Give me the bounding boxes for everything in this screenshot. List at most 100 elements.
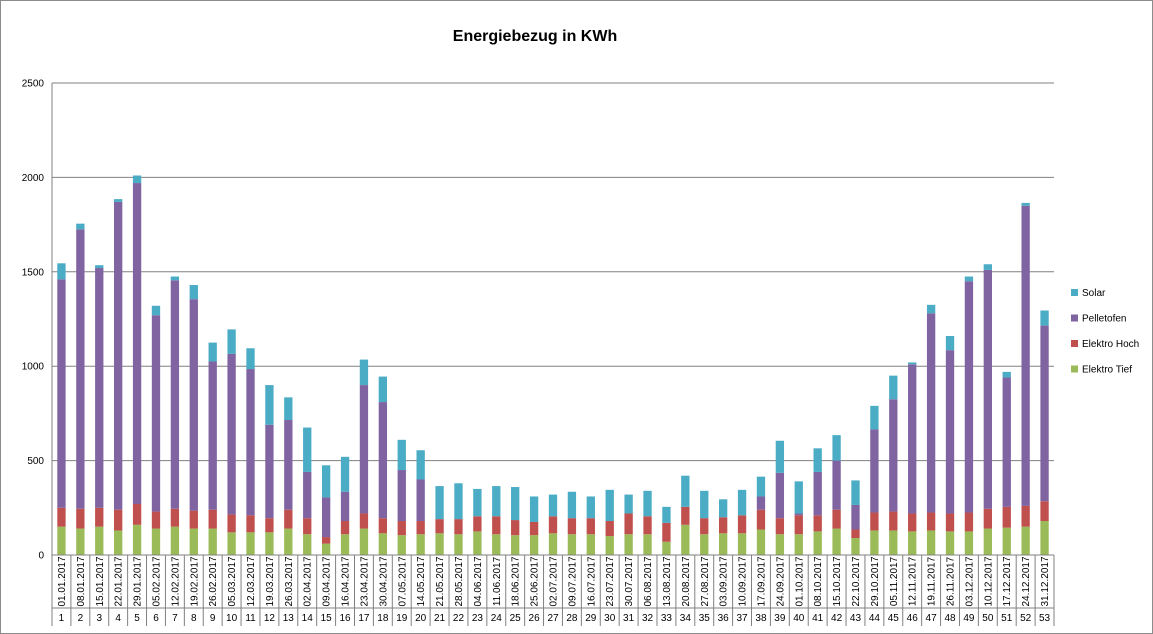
x-tick-label-week: 50 (982, 613, 994, 624)
bar-segment-elektro-hoch (435, 519, 444, 534)
bar-segment-solar (340, 456, 350, 492)
bar-segment-elektro-tief (321, 543, 331, 555)
x-tick-label-week: 52 (1020, 613, 1032, 624)
bar-segment-elektro-hoch (813, 515, 822, 532)
x-tick-label-week: 10 (226, 613, 238, 624)
x-tick-label-date: 17.12.2017 (1002, 556, 1013, 606)
x-tick-label-date: 05.11.2017 (889, 556, 900, 606)
bar-segment-elektro-hoch (586, 518, 595, 535)
bar-segment-solar (718, 499, 728, 518)
bar-segment-elektro-hoch (189, 510, 198, 529)
x-tick-label-week: 40 (793, 613, 805, 624)
x-tick-label-date: 09.04.2017 (322, 556, 333, 606)
bar-segment-elektro-hoch (945, 513, 955, 532)
legend-swatch (1071, 289, 1078, 296)
bar-segment-elektro-tief (889, 530, 898, 555)
x-tick-label-week: 20 (415, 613, 427, 624)
bar-segment-pelletofen (57, 279, 66, 508)
bar-segment-pelletofen (397, 470, 406, 522)
x-tick-label-date: 05.03.2017 (227, 556, 238, 606)
legend-label: Solar (1082, 288, 1106, 299)
x-tick-label-date: 14.05.2017 (416, 556, 427, 606)
bar-segment-elektro-tief (492, 534, 501, 555)
bar-segment-solar (775, 440, 785, 473)
x-tick-label-date: 08.10.2017 (813, 556, 824, 606)
x-tick-label-week: 3 (96, 613, 102, 624)
bar-segment-solar (870, 405, 879, 430)
x-tick-label-week: 1 (59, 613, 65, 624)
bar-segment-elektro-hoch (926, 512, 936, 531)
bar-segment-solar (208, 342, 217, 362)
x-tick-label-week: 22 (453, 613, 465, 624)
bar-segment-elektro-tief (359, 528, 369, 555)
bar-segment-elektro-tief (114, 530, 123, 555)
bar-segment-solar (435, 486, 444, 520)
x-tick-label-date: 02.04.2017 (303, 556, 314, 606)
x-tick-label-week: 35 (699, 613, 711, 624)
bar-segment-pelletofen (416, 479, 425, 522)
bar-segment-elektro-hoch (908, 513, 917, 532)
bar-segment-elektro-hoch (208, 509, 217, 529)
bar-segment-solar (548, 494, 558, 517)
x-tick-label-date: 28.05.2017 (454, 556, 465, 606)
bar-segment-pelletofen (832, 460, 841, 510)
bar-segment-solar (321, 465, 331, 498)
bars (57, 175, 1049, 555)
x-tick-label-week: 41 (812, 613, 824, 624)
bar-segment-solar (284, 397, 293, 421)
x-tick-label-week: 17 (358, 613, 370, 624)
x-tick-label-date: 12.02.2017 (170, 556, 181, 606)
x-tick-label-date: 12.11.2017 (908, 556, 919, 606)
bar-segment-elektro-hoch (700, 518, 709, 535)
bar-segment-solar (189, 285, 198, 300)
x-tick-label-date: 29.01.2017 (133, 556, 144, 606)
bar-segment-pelletofen (870, 429, 879, 513)
bar-segment-pelletofen (151, 315, 161, 512)
y-tick-label: 500 (27, 456, 44, 467)
bar-segment-elektro-tief (775, 534, 785, 555)
bar-segment-elektro-tief (529, 535, 539, 555)
legend-label: Elektro Hoch (1082, 339, 1139, 350)
x-tick-label-week: 33 (661, 613, 673, 624)
bar-segment-pelletofen (246, 369, 255, 516)
x-tick-label-date: 09.07.2017 (567, 556, 578, 606)
bar-segment-elektro-hoch (718, 517, 728, 534)
x-tick-label-date: 10.12.2017 (983, 556, 994, 606)
x-tick-label-week: 37 (736, 613, 748, 624)
bar-segment-solar (529, 496, 539, 522)
bar-segment-elektro-hoch (624, 513, 633, 535)
bar-segment-elektro-tief (813, 531, 822, 555)
x-tick-label-week: 32 (642, 613, 654, 624)
bar-segment-elektro-hoch (983, 508, 992, 529)
x-tick-label-date: 23.04.2017 (359, 556, 370, 606)
x-tick-label-week: 34 (680, 613, 692, 624)
bar-segment-elektro-tief (1040, 521, 1049, 555)
x-tick-label-date: 22.10.2017 (851, 556, 862, 606)
bar-segment-elektro-tief (870, 530, 879, 555)
bar-segment-elektro-hoch (227, 514, 236, 533)
x-tick-label-date: 16.04.2017 (341, 556, 352, 606)
bar-segment-elektro-tief (832, 528, 841, 555)
bar-segment-pelletofen (889, 399, 898, 512)
bar-segment-pelletofen (303, 471, 312, 519)
x-tick-label-week: 25 (510, 613, 522, 624)
bar-segment-solar (926, 304, 936, 314)
bar-segment-elektro-tief (737, 533, 747, 555)
bar-segment-solar (76, 223, 85, 230)
x-tick-label-week: 38 (755, 613, 767, 624)
bar-segment-pelletofen (983, 269, 992, 509)
bar-segment-solar (227, 329, 236, 354)
bar-segment-elektro-tief (567, 534, 577, 555)
bar-segment-elektro-tief (132, 524, 142, 555)
bar-segment-pelletofen (908, 364, 917, 514)
bar-segment-elektro-tief (662, 541, 671, 555)
y-tick-label: 2000 (22, 173, 45, 184)
bar-segment-elektro-tief (794, 534, 803, 555)
bar-segment-elektro-tief (643, 534, 652, 555)
bar-segment-elektro-tief (189, 528, 198, 555)
x-tick-label-date: 11.06.2017 (492, 556, 503, 606)
bar-segment-solar (397, 439, 406, 471)
bar-segment-solar (265, 385, 274, 425)
x-tick-label-week: 49 (963, 613, 975, 624)
bar-segment-elektro-tief (851, 538, 860, 555)
